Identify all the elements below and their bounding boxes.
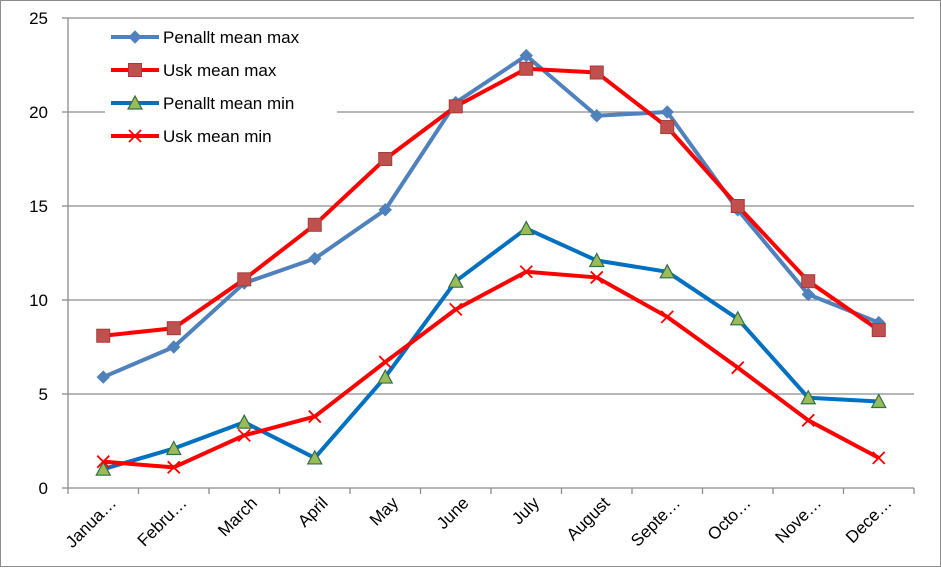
legend-item: Penallt mean max <box>111 28 300 47</box>
data-point-marker <box>95 460 112 476</box>
data-point-marker <box>447 272 464 288</box>
data-point-marker <box>660 120 675 135</box>
data-point-marker <box>660 105 674 119</box>
data-point-marker <box>308 409 322 424</box>
legend: Penallt mean max Usk mean max Penallt mean… <box>105 19 337 155</box>
data-point-marker <box>378 355 392 369</box>
x-tick-label: June <box>433 493 473 533</box>
data-point-marker <box>519 265 533 279</box>
data-point-marker <box>167 460 181 474</box>
data-point-marker <box>519 48 533 63</box>
data-point-marker <box>165 440 182 456</box>
data-point-marker <box>236 413 253 429</box>
legend-label: Usk mean min <box>163 127 272 146</box>
data-point-marker <box>96 328 111 343</box>
x-tick-label: August <box>563 493 614 544</box>
data-point-marker <box>378 152 393 166</box>
legend-label: Penallt mean min <box>163 94 294 113</box>
series-lines <box>95 48 887 476</box>
x-tick-label: Janua… <box>62 493 120 551</box>
series-1 <box>96 61 886 343</box>
data-point-marker <box>237 428 251 442</box>
data-point-marker <box>590 109 604 123</box>
series-line <box>103 66 880 338</box>
x-tick-label: Dece… <box>842 493 896 547</box>
legend-marker <box>126 94 144 110</box>
series-3 <box>96 265 886 474</box>
legend-marker <box>128 129 142 143</box>
data-point-marker <box>731 361 745 375</box>
data-point-marker <box>659 263 676 279</box>
legend-marker <box>128 63 142 77</box>
data-point-marker <box>96 370 110 384</box>
x-tick-label: April <box>294 493 331 530</box>
y-tick-label: 15 <box>29 197 48 216</box>
data-point-marker <box>237 272 252 287</box>
series-2 <box>95 220 887 476</box>
data-point-marker <box>448 99 463 114</box>
y-tick-label: 20 <box>29 103 48 122</box>
data-point-marker <box>729 310 746 326</box>
data-point-marker <box>589 65 604 80</box>
data-point-marker <box>308 251 322 266</box>
x-tick-label: Febru… <box>134 493 191 550</box>
x-tick-label: March <box>214 493 261 540</box>
data-point-marker <box>166 321 181 336</box>
x-tick-label: Nove… <box>772 493 826 547</box>
y-tick-label: 0 <box>39 479 48 498</box>
x-tick-label: May <box>366 493 402 529</box>
data-point-marker <box>588 252 605 268</box>
series-line <box>102 53 880 379</box>
x-tick-label: Septe… <box>627 493 684 550</box>
legend-item: Usk mean max <box>111 61 277 80</box>
x-tick-label: Octo… <box>704 493 755 544</box>
y-tick-label: 5 <box>39 385 48 404</box>
data-point-marker <box>449 302 463 317</box>
data-point-marker <box>730 199 745 213</box>
legend-background <box>105 19 337 155</box>
data-point-marker <box>801 413 815 427</box>
data-point-marker <box>801 274 816 289</box>
legend-label: Usk mean max <box>163 61 277 80</box>
data-point-marker <box>800 389 817 405</box>
data-point-marker <box>519 61 534 76</box>
series-line <box>103 269 880 470</box>
legend-marker <box>128 30 142 44</box>
data-point-marker <box>378 203 392 217</box>
y-tick-label: 25 <box>29 9 48 28</box>
legend-item: Usk mean min <box>111 127 272 146</box>
x-tick-label: July <box>508 493 543 528</box>
data-point-marker <box>306 449 323 465</box>
data-point-marker <box>167 340 181 354</box>
data-point-marker <box>518 220 535 236</box>
data-point-marker <box>872 451 886 465</box>
data-point-marker <box>801 287 815 302</box>
data-point-marker <box>590 270 604 285</box>
data-point-marker <box>660 310 674 324</box>
data-point-marker <box>870 393 887 409</box>
legend-label: Penallt mean max <box>163 28 300 47</box>
data-point-marker <box>96 455 110 469</box>
data-point-marker <box>871 323 886 338</box>
series-line <box>102 226 879 472</box>
data-point-marker <box>377 368 394 384</box>
data-point-marker <box>307 217 322 232</box>
legend-item: Penallt mean min <box>111 94 294 113</box>
y-tick-label: 10 <box>29 291 48 310</box>
